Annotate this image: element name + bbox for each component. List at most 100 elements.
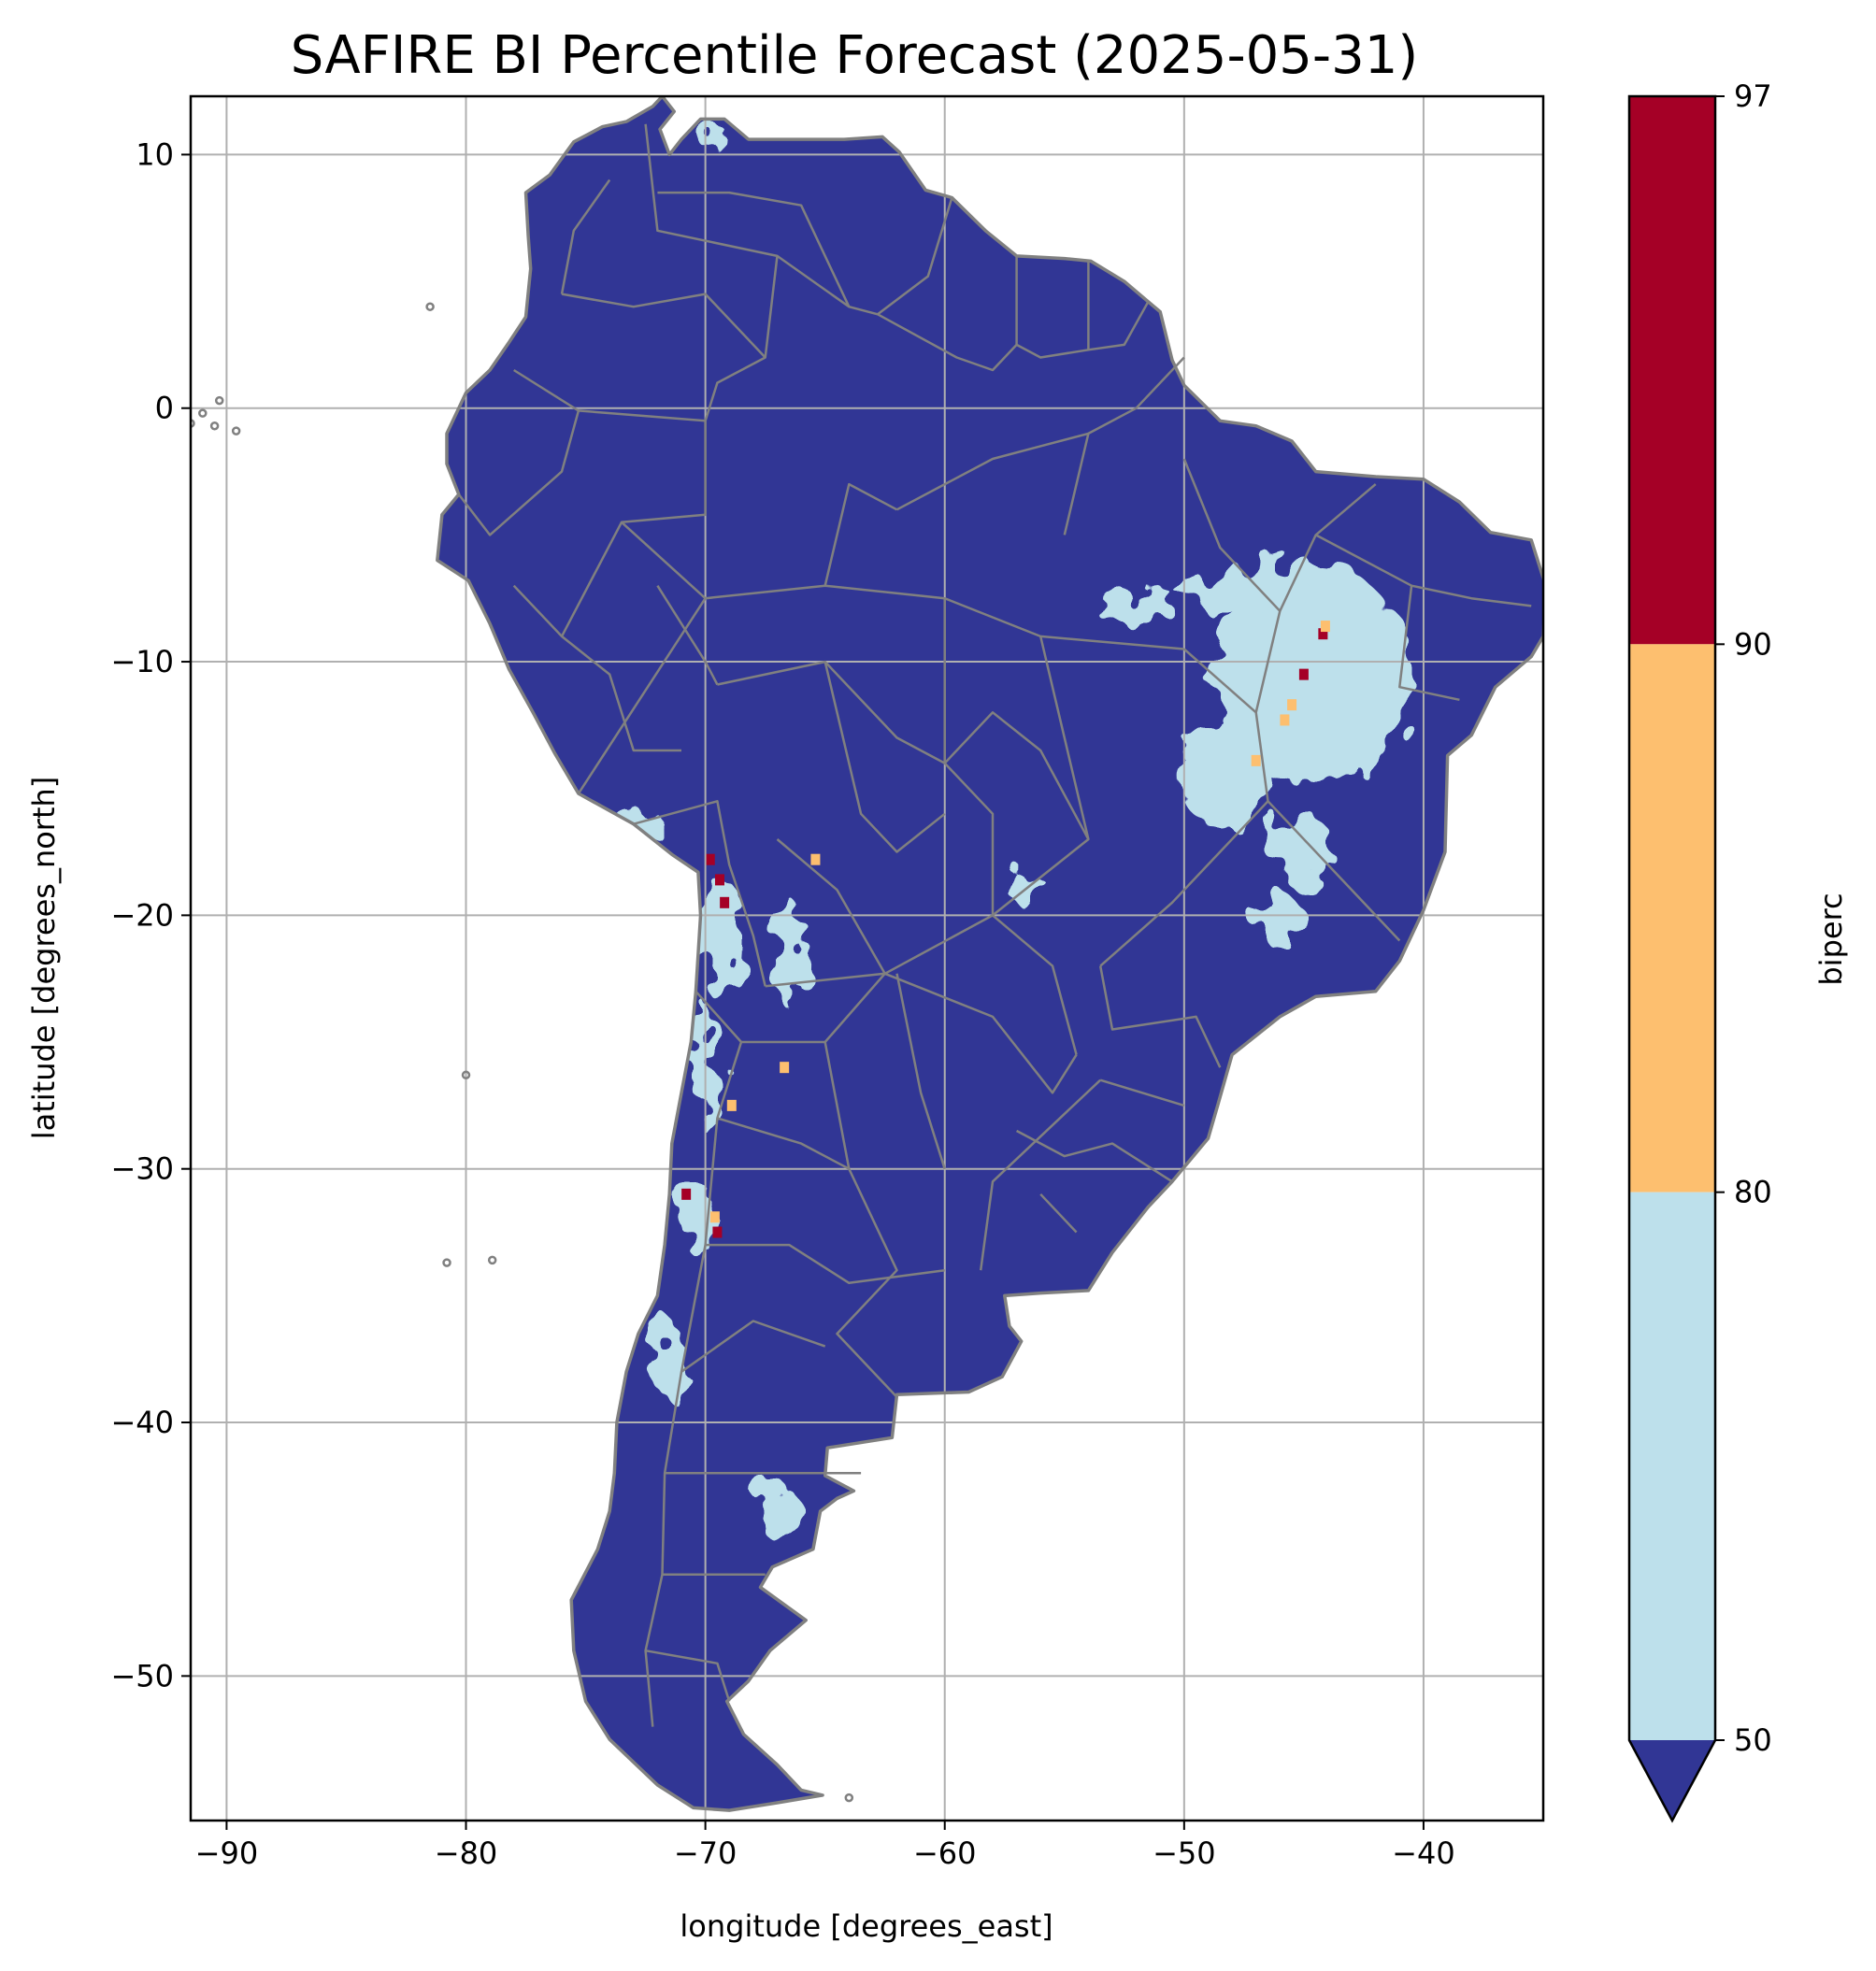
percentile-patch [1177,724,1273,827]
border-line [1398,585,1460,702]
border-line [578,409,706,422]
border-line [1254,483,1377,713]
percentile-cell [1318,628,1328,640]
percentile-patch [774,897,804,1009]
island [461,1070,471,1080]
y-tick-label: 10 [136,136,174,172]
percentile-patch [1275,813,1333,891]
x-tick-label: −60 [913,1835,977,1871]
percentile-patch [1215,560,1408,789]
x-tick-label: −70 [674,1835,738,1871]
colorbar-band [1629,96,1715,645]
percentile-cell [780,1062,790,1074]
island [442,1258,451,1267]
border-line [717,660,995,916]
border-line [823,661,946,853]
x-tick-label: −40 [1392,1835,1455,1871]
island [844,1792,854,1803]
percentile-patch [703,877,742,1005]
x-tick-label: −50 [1153,1835,1216,1871]
border-line [992,914,1078,1055]
colorbar-tick-label: 97 [1734,79,1772,114]
percentile-patch [1255,894,1304,946]
border-line [823,482,898,586]
border-line [943,711,1090,840]
colorbar-outline [1627,94,1717,1823]
percentile-cell [705,853,715,865]
border-line [457,368,580,536]
colorbar-extend-triangle [1629,1740,1715,1821]
percentile-cell [714,874,724,886]
gridlines [191,96,1543,1821]
border-line [776,838,886,975]
border-line [512,584,681,752]
chart-title: SAFIRE BI Percentile Forecast (2025-05-3… [291,25,1418,86]
percentile-patch [1093,585,1180,627]
admin-borders [457,123,1532,1727]
percentile-cell [712,1226,723,1238]
border-line [1039,1193,1078,1234]
map-layer [191,96,1543,1821]
percentile-cell [681,1188,692,1200]
island [209,421,220,431]
colorbar-band [1629,1192,1715,1740]
island [214,395,224,406]
border-line [1315,534,1532,607]
percentile-cell [726,1099,737,1111]
land-group [437,96,1543,1811]
colorbar-tick-label: 90 [1734,626,1772,662]
percentile-cell [1320,621,1330,633]
percentile-cell [1287,699,1297,711]
percentile-cell [1280,714,1290,726]
y-tick-label: −10 [110,644,174,679]
border-line [884,972,1078,1094]
y-axis-ticks: 10 0 −10 −20 −30 −40 −50 [110,136,191,1693]
border-line [1016,1129,1173,1183]
colorbar [1627,94,1717,1823]
percentile-cell [1251,754,1261,766]
island [191,419,195,428]
continent-land [437,96,1543,1811]
border-line [560,179,611,294]
y-tick-label: −50 [110,1658,174,1693]
coastline [436,96,1543,1812]
border-line [657,191,851,307]
border-line [895,432,1089,511]
x-axis-label: longitude [degrees_east] [680,1908,1053,1944]
border-line [1063,356,1185,536]
percentile-patch [697,119,723,150]
border-line [979,1078,1102,1271]
percentile-high-cells [681,621,1330,1238]
y-tick-label: −30 [110,1151,174,1187]
x-axis-ticks: −90 −80 −70 −60 −50 −40 [195,1821,1455,1871]
islands [191,302,854,1803]
border-line [1182,458,1282,612]
y-tick-label: −20 [110,897,174,933]
border-line [633,800,766,987]
border-line [561,293,766,359]
percentile-cell [709,1211,720,1223]
x-tick-label: −90 [195,1835,259,1871]
percentile-cell [720,896,730,908]
colorbar-band [1629,644,1715,1193]
percentile-cell [810,853,821,865]
border-line [656,585,719,686]
percentile-cell [1298,668,1309,680]
colorbar-label: biperc [1813,893,1849,985]
island [425,302,435,311]
border-line [645,1649,731,1702]
border-line [680,1320,826,1373]
border-line [577,123,779,794]
plot-frame [189,94,1545,1822]
border-line [741,972,886,1044]
y-tick-label: 0 [155,391,174,426]
y-axis-label: latitude [degrees_north] [26,777,62,1140]
island [487,1255,497,1265]
border-line [560,521,623,637]
border-line [823,1041,898,1398]
percentile-patch [652,1321,687,1397]
x-tick-label: −80 [435,1835,498,1871]
border-line [895,973,946,1170]
border-line [705,1243,945,1285]
